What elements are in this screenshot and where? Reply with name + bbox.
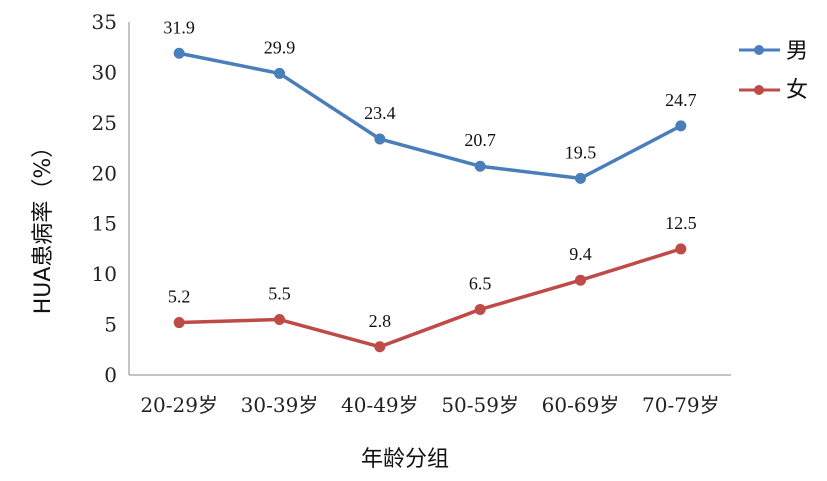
x-tick-label: 50-59岁 [441, 393, 519, 417]
x-tick-label: 70-79岁 [642, 393, 720, 417]
legend-item-female: 女 [739, 78, 808, 103]
series-group [173, 47, 687, 353]
data-point [474, 160, 486, 172]
data-label: 20.7 [464, 130, 496, 150]
legend-label-male: 男 [786, 39, 808, 64]
data-point [274, 314, 285, 326]
data-label: 31.9 [163, 17, 195, 37]
data-label: 24.7 [665, 90, 697, 110]
data-label: 2.8 [369, 311, 392, 331]
data-label: 23.4 [364, 103, 396, 123]
y-tick-label: 35 [92, 10, 117, 34]
data-label: 5.2 [168, 287, 191, 307]
data-point [173, 317, 185, 329]
data-label: 6.5 [469, 273, 492, 293]
x-tick-label: 30-39岁 [241, 393, 319, 417]
y-axis-title: HUA患病率（%） [31, 136, 56, 315]
data-label: 29.9 [264, 37, 296, 57]
y-tick-label: 10 [92, 262, 117, 286]
data-point [675, 243, 687, 255]
data-point [374, 341, 386, 353]
legend: 男 女 [739, 39, 808, 103]
series-line-0 [178, 51, 682, 181]
data-point [675, 120, 687, 132]
y-tick-label: 0 [104, 363, 117, 387]
y-tick-label: 25 [92, 111, 117, 135]
legend-marker-female [754, 85, 764, 95]
series-line-1 [179, 247, 682, 349]
legend-label-female: 女 [786, 78, 808, 103]
x-tick-label: 40-49岁 [341, 393, 419, 417]
x-tick-label: 60-69岁 [542, 393, 620, 417]
x-tick-labels: 20-29岁 30-39岁 40-49岁 50-59岁 60-69岁 70-79岁 [140, 393, 719, 417]
y-tick-label: 5 [104, 313, 117, 337]
data-label: 19.5 [565, 142, 597, 162]
legend-item-male: 男 [739, 39, 808, 64]
data-point [474, 303, 486, 315]
legend-marker-male [754, 45, 764, 55]
y-tick-labels: 0 5 10 15 20 25 30 35 [92, 10, 117, 387]
data-label: 12.5 [665, 213, 697, 233]
x-tick-label: 20-29岁 [140, 393, 218, 417]
data-point [575, 172, 586, 184]
data-label: 9.4 [569, 244, 592, 264]
data-label: 5.5 [268, 284, 291, 304]
data-point [173, 47, 185, 59]
data-point [374, 133, 386, 145]
data-point [575, 274, 586, 286]
y-tick-label: 30 [92, 60, 117, 84]
y-tick-label: 15 [92, 212, 117, 236]
data-point [274, 67, 285, 79]
y-tick-label: 20 [92, 161, 117, 185]
data-labels: 31.9 29.9 23.4 20.7 19.5 24.7 5.2 5.5 2.8 6.5 9.4 1… [163, 17, 696, 330]
x-axis-title: 年龄分组 [361, 447, 449, 472]
